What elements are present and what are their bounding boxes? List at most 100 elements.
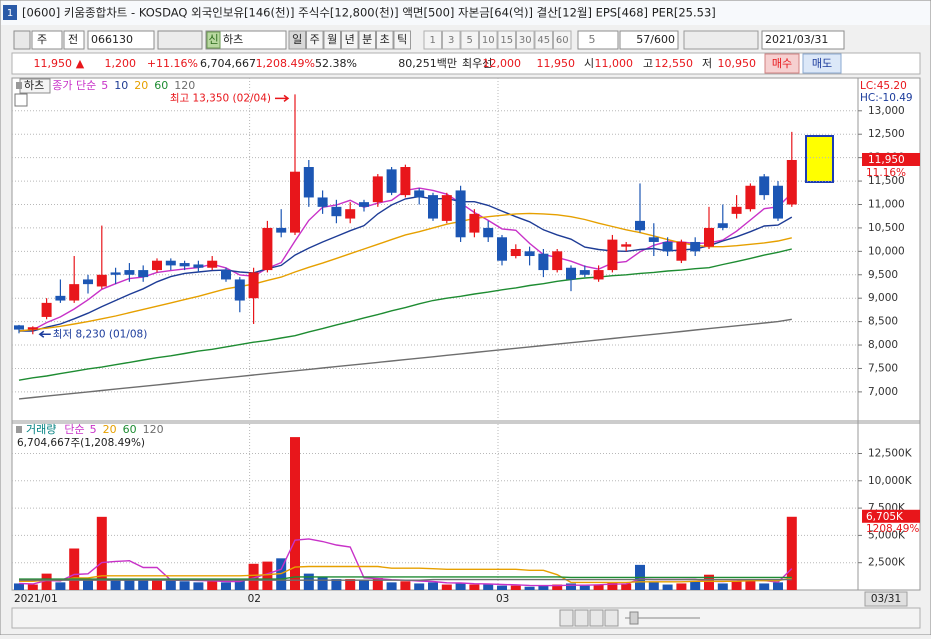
volume-bar: [138, 580, 149, 590]
volume-bar: [331, 579, 342, 590]
volume-bar: [69, 548, 80, 590]
scroll-button[interactable]: [604, 609, 619, 627]
sell-button[interactable]: [802, 53, 842, 74]
interval[interactable]: 일: [292, 32, 302, 46]
y-tick-label: 7,000: [868, 386, 898, 398]
volume-bar: [524, 586, 535, 590]
volume-bar: [372, 577, 383, 590]
candle-body: [179, 263, 190, 267]
minute-button[interactable]: [460, 30, 479, 50]
name-box[interactable]: [205, 30, 287, 50]
interval[interactable]: 분: [362, 33, 372, 46]
candle-body: [221, 270, 231, 280]
interval-button[interactable]: [288, 30, 306, 50]
minute-button[interactable]: [553, 30, 572, 50]
minute[interactable]: 5: [467, 35, 473, 46]
scroll-thumb[interactable]: [629, 611, 639, 625]
interval[interactable]: 초: [380, 33, 390, 46]
candle-body: [207, 260, 218, 268]
candle-body: [165, 260, 176, 266]
minute[interactable]: 1: [430, 35, 436, 46]
scroll-bar[interactable]: [11, 607, 921, 629]
quote-volume-rate: 1,208.49%: [256, 57, 315, 70]
candle-body: [400, 167, 411, 196]
minute[interactable]: 15: [500, 35, 513, 46]
volume-average-line: [19, 578, 792, 581]
candle-body: [786, 159, 797, 205]
minute-button[interactable]: [497, 30, 516, 50]
minute-button[interactable]: [479, 30, 498, 50]
candle-body: [648, 237, 659, 242]
quote-row: [11, 52, 921, 75]
legend-entry: 20: [134, 79, 148, 92]
search-tools[interactable]: [157, 30, 203, 50]
volume-bar: [27, 584, 38, 590]
quote-amount: 80,251백만: [398, 57, 457, 70]
interval-button[interactable]: [393, 30, 411, 50]
prev-button[interactable]: [63, 30, 85, 50]
interval[interactable]: 월: [327, 33, 337, 46]
minute-button[interactable]: [534, 30, 553, 50]
window-controls[interactable]: [775, 5, 925, 21]
sell[interactable]: 매도: [812, 57, 832, 70]
scroll-button[interactable]: [574, 609, 589, 627]
candle-body: [14, 325, 24, 330]
minute[interactable]: 10: [482, 35, 495, 46]
interval-button[interactable]: [376, 30, 394, 50]
high-annotation: 최고 13,350 (02/04): [170, 92, 271, 104]
new-badge: [206, 31, 221, 49]
hc-label: HC:-10.49: [860, 92, 913, 104]
interval[interactable]: 주: [310, 33, 320, 46]
minute-button[interactable]: [516, 30, 535, 50]
interval-button[interactable]: [306, 30, 324, 50]
interval-button[interactable]: [323, 30, 341, 50]
code-input[interactable]: [87, 30, 155, 50]
buy-button[interactable]: [764, 53, 800, 74]
volume-bar: [441, 584, 452, 590]
volume-bar: [497, 585, 507, 590]
candle-body: [124, 270, 135, 275]
candle-body: [372, 176, 383, 203]
period-select[interactable]: [31, 30, 63, 50]
candle-body: [41, 302, 52, 317]
legend-label: 종가 단순: [52, 79, 96, 92]
date-box[interactable]: [761, 30, 845, 50]
volume-average-line: [19, 565, 792, 584]
scroll-button[interactable]: [559, 609, 574, 627]
minute-button[interactable]: [442, 30, 461, 50]
volume-bar: [386, 582, 397, 590]
volume-bar: [552, 584, 563, 590]
quote-high-label: 고: [643, 57, 653, 70]
buy[interactable]: 매수: [772, 57, 792, 70]
candle-body: [345, 209, 356, 219]
volume-bar: [96, 516, 107, 590]
quote-ask: 12,000: [483, 57, 522, 70]
minute[interactable]: 60: [556, 35, 569, 46]
table-icon[interactable]: [14, 93, 28, 107]
volume-bar: [676, 583, 687, 590]
new-label: 신: [208, 33, 218, 46]
tool-icons[interactable]: [683, 30, 759, 50]
candle-body: [317, 197, 328, 207]
moving-average-line: [18, 248, 792, 381]
y-tick-label: 10,000: [868, 245, 905, 257]
interval[interactable]: 틱: [397, 33, 407, 46]
candle-body: [69, 284, 80, 301]
volume-bar: [414, 583, 425, 590]
step-select[interactable]: [577, 30, 619, 50]
minute[interactable]: 30: [519, 35, 532, 46]
volume-bar: [469, 584, 480, 590]
minute-button[interactable]: [423, 30, 442, 50]
interval-button[interactable]: [341, 30, 359, 50]
interval-button[interactable]: [358, 30, 376, 50]
tool-icon[interactable]: [13, 30, 31, 50]
candle-body: [96, 274, 107, 287]
volume-bar: [566, 583, 576, 590]
candle-body: [331, 206, 342, 217]
minute[interactable]: 3: [448, 35, 454, 46]
scroll-button[interactable]: [589, 609, 604, 627]
minute[interactable]: 45: [537, 35, 550, 46]
interval[interactable]: 년: [345, 33, 355, 46]
quote-open: 11,000: [595, 57, 634, 70]
